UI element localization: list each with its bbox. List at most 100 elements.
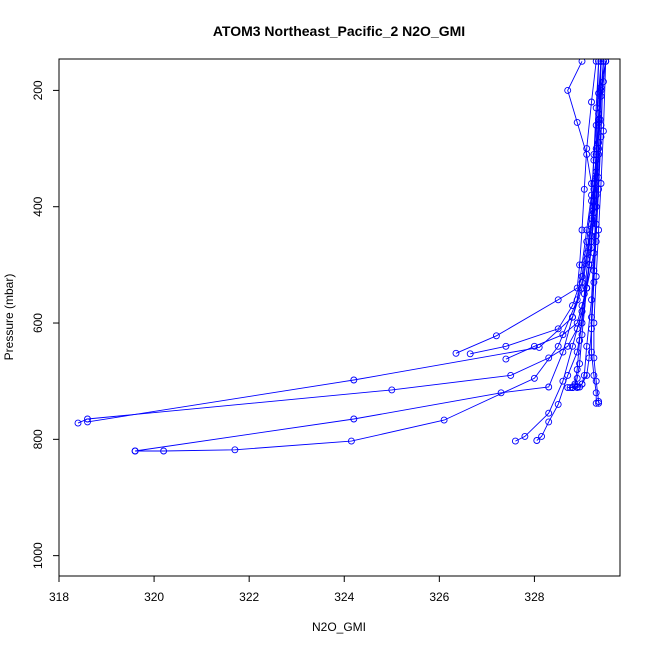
y-tick-label: 1000	[31, 542, 45, 569]
data-point	[554, 325, 562, 333]
data-point	[545, 354, 553, 362]
series-line-6	[455, 61, 597, 354]
data-point	[592, 145, 600, 153]
data-point	[507, 371, 515, 379]
data-point	[545, 418, 553, 426]
data-point	[538, 432, 546, 440]
data-point	[578, 261, 586, 269]
data-point	[160, 447, 168, 455]
data-point	[592, 203, 600, 211]
data-point	[573, 118, 581, 126]
data-point	[388, 386, 396, 394]
data-point	[545, 383, 553, 391]
series-line-15	[577, 61, 602, 389]
data-point	[559, 331, 567, 339]
data-point	[580, 290, 588, 298]
series-line-14	[572, 61, 600, 388]
data-point	[350, 415, 358, 423]
x-axis-label: N2O_GMI	[312, 620, 366, 634]
series-line-8	[536, 61, 602, 441]
y-tick-label: 600	[31, 313, 45, 333]
data-point	[511, 437, 519, 445]
data-point	[466, 350, 474, 358]
data-point	[592, 59, 600, 65]
data-point	[231, 446, 239, 454]
y-tick-label: 400	[31, 196, 45, 216]
data-point	[530, 374, 538, 382]
data-point	[597, 59, 605, 65]
data-point	[583, 342, 591, 350]
data-point	[595, 399, 603, 407]
data-point	[597, 180, 605, 187]
data-point	[576, 337, 584, 344]
data-point	[502, 355, 510, 363]
data-point	[84, 418, 91, 426]
data-point	[569, 384, 576, 392]
data-point	[583, 371, 591, 379]
data-point	[595, 59, 603, 65]
data-point	[440, 416, 448, 424]
axes: 318 320 322 324 326 328 200 400 600 800 1000	[31, 58, 621, 604]
data-point	[573, 366, 581, 373]
data-point	[588, 296, 595, 304]
series-line-9	[515, 61, 602, 442]
data-point	[580, 185, 588, 193]
data-point	[576, 360, 584, 368]
data-point	[592, 389, 600, 397]
data-point	[554, 400, 562, 408]
data-point	[599, 127, 607, 135]
chart-title: ATOM3 Northeast_Pacific_2 N2O_GMI	[213, 23, 465, 39]
x-tick-label: 324	[334, 590, 354, 604]
data-point	[566, 384, 574, 392]
data-point	[583, 226, 591, 234]
data-point	[521, 432, 529, 440]
data-point	[578, 331, 586, 339]
data-point	[533, 437, 541, 444]
data-point	[545, 409, 553, 417]
data-point	[502, 342, 510, 350]
data-point	[592, 232, 600, 240]
data-point	[530, 342, 538, 350]
data-point	[592, 273, 600, 280]
data-point	[602, 59, 610, 65]
data-point	[554, 296, 562, 304]
data-point	[578, 59, 586, 65]
data-point	[131, 447, 139, 455]
data-point	[74, 419, 82, 427]
x-tick-label: 326	[429, 590, 449, 604]
y-axis-label: Pressure (mbar)	[2, 274, 16, 361]
data-point	[583, 284, 591, 292]
data-point	[585, 243, 593, 251]
y-tick-label: 800	[31, 429, 45, 449]
data-point	[569, 313, 576, 321]
data-point	[452, 349, 460, 357]
data-point	[590, 354, 598, 362]
data-point	[576, 261, 584, 269]
data-point	[84, 415, 91, 423]
data-point	[347, 437, 355, 445]
data-point	[564, 86, 572, 94]
data-point	[590, 371, 598, 379]
data-point	[595, 226, 603, 234]
series-line-7	[470, 61, 600, 355]
data-point	[588, 348, 595, 356]
data-point	[350, 376, 358, 384]
data-point	[554, 342, 562, 350]
x-tick-label: 320	[144, 590, 164, 604]
data-point	[595, 185, 603, 193]
data-point	[578, 226, 586, 234]
data-point	[588, 98, 595, 106]
data-point	[559, 377, 567, 385]
data-point	[599, 59, 607, 65]
x-tick-label: 322	[239, 590, 259, 604]
y-tick-label: 200	[31, 80, 45, 100]
data-point	[573, 319, 581, 327]
x-tick-label: 318	[49, 590, 69, 604]
series-line-4	[135, 61, 602, 452]
data-point	[580, 371, 588, 379]
data-point	[595, 150, 603, 158]
data-point	[592, 377, 600, 385]
data-point	[590, 249, 598, 257]
